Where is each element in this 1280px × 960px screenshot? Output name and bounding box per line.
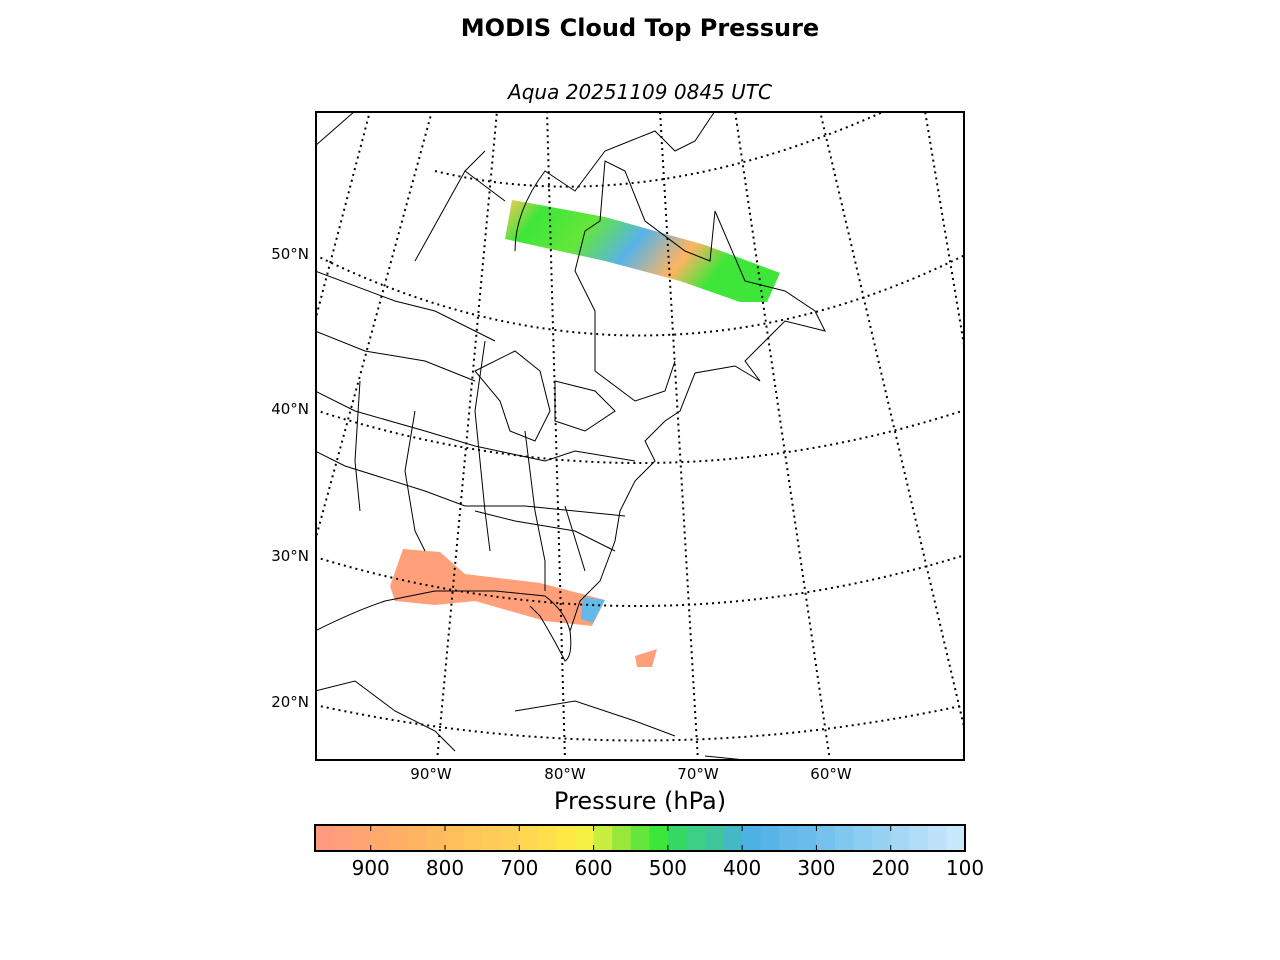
colorbar-bin — [853, 825, 873, 851]
colorbar-bin — [927, 825, 948, 851]
south-swath — [390, 549, 605, 626]
colorbar-bin — [705, 825, 725, 851]
small-cloud — [635, 649, 657, 667]
colorbar-bin — [500, 825, 520, 851]
colorbar-bin — [909, 825, 929, 851]
colorbar-bin — [872, 825, 892, 851]
lon-label-80w: 80°W — [544, 765, 586, 783]
coastlines — [315, 111, 826, 761]
colorbar-tick-label: 700 — [500, 856, 539, 880]
colorbar-bin — [407, 825, 428, 851]
colorbar-tick-label: 800 — [425, 856, 465, 880]
colorbar-bin — [946, 825, 966, 851]
colorbar-bin — [463, 825, 483, 851]
figure-title: MODIS Cloud Top Pressure — [460, 14, 820, 42]
colorbar-bin — [556, 825, 576, 851]
colorbar-bin — [575, 825, 595, 851]
colorbar-tick-label: 300 — [797, 856, 836, 880]
colorbar-bin — [760, 825, 780, 851]
colorbar-bin — [370, 825, 390, 851]
colorbar-tick-label: 600 — [574, 856, 613, 880]
colorbar-bin — [667, 825, 688, 851]
colorbar — [314, 824, 966, 852]
colorbar-bin — [426, 825, 446, 851]
lat-label-50n: 50°N — [271, 245, 309, 263]
colorbar-bin — [537, 825, 558, 851]
colorbar-bin — [445, 825, 465, 851]
colorbar-bin — [779, 825, 799, 851]
colorbar-tick-label: 900 — [351, 856, 390, 880]
colorbar-bin — [482, 825, 502, 851]
lat-label-30n: 30°N — [271, 547, 309, 565]
colorbar-tick-label: 400 — [723, 856, 762, 880]
colorbar-bin — [835, 825, 855, 851]
colorbar-tick-label: 100 — [945, 856, 985, 880]
lon-label-70w: 70°W — [677, 765, 719, 783]
colorbar-tick-label: 200 — [871, 856, 910, 880]
colorbar-bin — [630, 825, 650, 851]
lat-label-40n: 40°N — [271, 400, 309, 418]
map-panel — [315, 111, 965, 761]
colorbar-bin — [612, 825, 632, 851]
colorbar-label: Pressure (hPa) — [553, 787, 727, 815]
colorbar-bin — [742, 825, 762, 851]
north-swath — [505, 200, 780, 302]
lon-label-90w: 90°W — [410, 765, 452, 783]
colorbar-bin — [890, 825, 910, 851]
colorbar-bin — [389, 825, 409, 851]
colorbar-bin — [816, 825, 836, 851]
south-swath-blue — [581, 597, 605, 623]
colorbar-bin — [686, 825, 706, 851]
colorbar-bin — [797, 825, 818, 851]
colorbar-bin — [519, 825, 539, 851]
colorbar-bin — [352, 825, 372, 851]
map-frame — [315, 111, 965, 761]
colorbar-bin — [315, 825, 335, 851]
figure-subtitle: Aqua 20251109 0845 UTC — [508, 80, 772, 104]
graticule — [315, 111, 965, 761]
colorbar-bin — [333, 825, 353, 851]
colorbar-tick-label: 500 — [648, 856, 687, 880]
colorbar-bin — [593, 825, 613, 851]
lon-label-60w: 60°W — [810, 765, 852, 783]
colorbar-bin — [723, 825, 743, 851]
colorbar-bin — [649, 825, 669, 851]
state-borders — [315, 270, 636, 591]
lat-label-20n: 20°N — [271, 693, 309, 711]
colorbar-frame — [314, 824, 966, 852]
